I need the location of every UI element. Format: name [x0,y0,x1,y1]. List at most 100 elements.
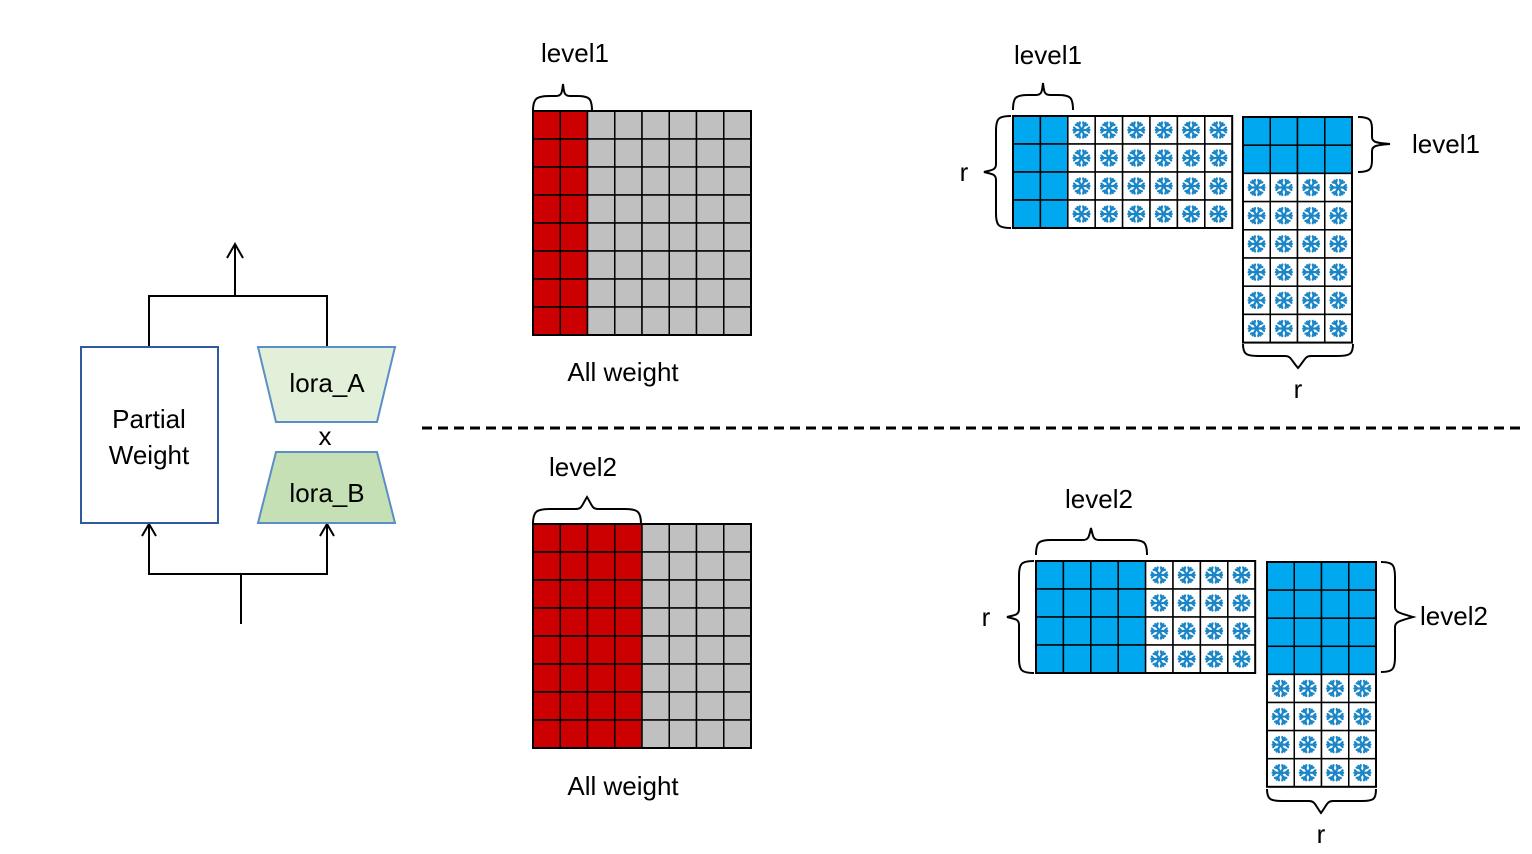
weight-trainable-cell [559,579,589,609]
weight-border [532,110,752,336]
lora-b-trainable-cell [1266,589,1295,619]
lora-b-trainable-cell [1242,116,1271,146]
lora-a-trainable-cell [1012,171,1042,201]
weight-trainable-cell [559,691,589,721]
weight-frozen-cell [668,138,698,168]
weight-frozen-cell [586,138,616,168]
lora-b-trainable-cell [1293,645,1323,676]
lora-a-frozen-cell [1149,143,1179,173]
weight-frozen-cell [723,551,752,581]
weight-frozen-cell [723,278,752,308]
weight-frozen-cell [668,110,698,140]
weight-frozen-cell [695,579,725,609]
weight-bracket-level2 [532,495,642,525]
weight-trainable-cell [532,579,561,609]
weight-frozen-cell [723,607,752,637]
weight-frozen-cell [586,194,616,224]
lora-a-side-label-level2: r [982,602,991,632]
weight-frozen-cell [695,166,725,196]
weight-frozen-cell [614,110,643,140]
weight-trainable-cell [614,523,643,553]
weight-trainable-cell [559,607,589,637]
lora-b-label: lora_B [289,478,364,508]
weight-caption-level1: All weight [567,357,679,387]
lora-a-trainable-cell [1117,588,1147,618]
weight-frozen-cell [695,278,725,308]
weight-frozen-cell [668,607,698,637]
weight-trainable-cell [586,691,616,721]
weight-trainable-cell [559,719,589,749]
weight-trainable-cell [532,719,561,749]
lora-a-trainable-cell [1062,560,1092,590]
weight-trainable-cell [532,635,561,665]
lora-b-trainable-cell [1320,561,1350,591]
lora-a-bracket-label-level1: level1 [1014,40,1082,70]
output-arrow [226,241,244,259]
weight-trainable-cell [586,663,616,693]
weight-frozen-cell [668,719,698,749]
weight-frozen-cell [668,166,698,196]
weight-frozen-cell [641,635,670,665]
weight-frozen-cell [614,138,643,168]
lora-a-side-bracket-level2 [1006,560,1035,674]
weight-trainable-cell [586,551,616,581]
weight-frozen-cell [668,663,698,693]
lora-b-border [1266,561,1377,788]
weight-frozen-cell [614,166,643,196]
lora-a-border [1035,560,1257,674]
weight-trainable-cell [586,607,616,637]
lora-b-trainable-cell [1320,617,1350,648]
lora-a-trainable-cell [1035,616,1065,646]
weight-frozen-cell [723,250,752,280]
lora-a-trainable-cell [1090,616,1119,646]
lora-b-trainable-cell [1348,645,1377,676]
lora-b-bottom-label-level2: r [1317,819,1326,849]
lora-a-label: lora_A [289,368,365,398]
weight-frozen-cell [668,579,698,609]
weight-frozen-cell [695,110,725,140]
lora-a-side-label-level1: r [960,157,969,187]
weight-frozen-cell [723,635,752,665]
lora-b-trainable-cell [1348,561,1377,591]
weight-trainable-cell [559,250,589,280]
weight-frozen-cell [641,138,670,168]
weight-frozen-cell [723,110,752,140]
lora-b-bracket-level2 [1380,561,1417,673]
weight-trainable-cell [532,166,561,196]
weight-frozen-cell [668,278,698,308]
weight-grid-level2 [532,495,752,749]
lora-a-trainable-cell [1035,644,1065,674]
weight-frozen-cell [723,166,752,196]
weight-trainable-cell [586,579,616,609]
weight-bracket-label-level1: level1 [541,38,609,68]
weight-frozen-cell [641,523,670,553]
lora-a-trainable-cell [1012,115,1042,145]
weight-frozen-cell [641,166,670,196]
lora-a-bracket-label-level2: level2 [1065,484,1133,514]
weight-frozen-cell [695,306,725,336]
lora-b-trainable-cell [1269,144,1299,175]
lora-b-trainable-cell [1293,561,1323,591]
weight-frozen-cell [723,222,752,252]
weight-frozen-cell [695,523,725,553]
weight-frozen-cell [641,607,670,637]
weight-trainable-cell [532,250,561,280]
weight-trainable-cell [614,551,643,581]
weight-trainable-cell [532,138,561,168]
weight-frozen-cell [723,194,752,224]
weight-trainable-cell [532,222,561,252]
weight-frozen-cell [723,523,752,553]
partial-weight-label-line1: Partial [112,404,186,434]
lora-a-trainable-cell [1090,588,1119,618]
lora-b-trainable-cell [1348,589,1377,619]
lora-b-bottom-label-level1: r [1294,374,1303,404]
lora-b-bottom-bracket-level2 [1266,788,1377,815]
weight-trainable-cell [559,110,589,140]
lora-b-trainable-cell [1324,116,1353,146]
weight-frozen-cell [641,663,670,693]
weight-frozen-cell [586,110,616,140]
weight-trainable-cell [559,306,589,336]
lora-module [141,241,335,624]
weight-frozen-cell [641,194,670,224]
weight-frozen-cell [695,551,725,581]
